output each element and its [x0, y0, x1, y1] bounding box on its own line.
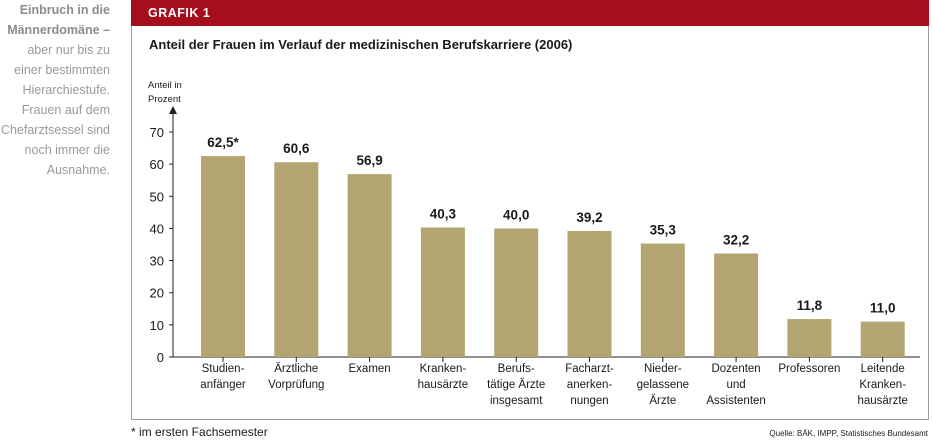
x-tick-label: und: [727, 379, 746, 391]
y-axis-arrow: [169, 106, 177, 114]
x-tick-label: gelassene: [637, 379, 689, 391]
x-tick-label: Examen: [349, 363, 391, 375]
sidebar-headline: Einbruch in die Männerdomäne –: [7, 3, 110, 37]
x-tick-label: Facharzt-: [565, 363, 614, 375]
bar-value-label: 40,3: [430, 206, 457, 221]
bar-value-label: 40,0: [503, 207, 529, 222]
bar: [640, 243, 685, 357]
bar-value-label: 11,0: [870, 301, 896, 316]
x-tick-label: Dozenten: [711, 363, 760, 375]
bar: [567, 231, 612, 357]
x-tick-label: hausärzte: [418, 379, 469, 391]
chart-banner: GRAFIK 1: [131, 0, 929, 26]
chart-title: Anteil der Frauen im Verlauf der medizin…: [149, 37, 573, 52]
y-tick-label: 0: [157, 350, 164, 365]
bar: [494, 228, 539, 357]
x-tick-label: Nieder-: [644, 363, 682, 375]
bar-value-label: 35,3: [650, 223, 677, 238]
footnote: * im ersten Fachsemester: [131, 425, 268, 439]
x-tick-label: Professoren: [778, 363, 840, 375]
bar: [714, 253, 759, 357]
bar: [787, 319, 832, 357]
y-axis-label: Anteil in: [148, 80, 182, 91]
x-tick-label: insgesamt: [490, 395, 543, 407]
y-tick-label: 30: [150, 254, 164, 269]
bar-value-label: 32,2: [723, 233, 749, 248]
x-tick-label: Kranken-: [859, 379, 906, 391]
banner-label: GRAFIK 1: [148, 6, 211, 20]
bar-value-label: 11,8: [797, 298, 823, 313]
bar-value-label: 39,2: [576, 210, 602, 225]
y-tick-label: 40: [150, 221, 164, 236]
y-tick-label: 10: [150, 318, 164, 333]
chart-frame: [131, 0, 929, 420]
bar: [420, 227, 465, 357]
bar: [201, 156, 245, 357]
x-tick-label: Kranken-: [420, 363, 467, 375]
bar: [274, 162, 319, 357]
x-tick-label: Vorprüfung: [268, 379, 324, 391]
bar: [860, 321, 905, 357]
y-axis-label: Prozent: [148, 94, 181, 105]
bar-value-label: 60,6: [283, 141, 310, 156]
sidebar-body: aber nur bis zu einer bestimmten Hierarc…: [0, 43, 110, 177]
x-tick-label: Studien-: [202, 363, 245, 375]
sidebar-caption: Einbruch in die Männerdomäne – aber nur …: [0, 0, 110, 180]
y-tick-label: 70: [150, 125, 164, 140]
x-tick-label: anfänger: [200, 379, 246, 391]
x-tick-label: Berufs-: [498, 363, 535, 375]
x-tick-label: Ärztliche: [274, 363, 318, 375]
x-tick-label: nungen: [570, 395, 608, 407]
x-tick-label: Ärzte: [649, 395, 676, 407]
source-note: Quelle: BÄK, IMPP, Statistisches Bundesa…: [769, 429, 928, 438]
bar-value-label: 62,5*: [207, 135, 239, 150]
y-tick-label: 50: [150, 189, 164, 204]
bar-value-label: 56,9: [356, 153, 382, 168]
x-tick-label: Leitende: [861, 363, 905, 375]
y-tick-label: 20: [150, 286, 164, 301]
y-tick-label: 60: [150, 157, 164, 172]
x-tick-label: hausärzte: [857, 395, 908, 407]
bar: [347, 174, 392, 357]
x-tick-label: anerken-: [567, 379, 613, 391]
x-tick-label: Assistenten: [706, 395, 765, 407]
x-tick-label: tätige Ärzte: [487, 379, 545, 391]
